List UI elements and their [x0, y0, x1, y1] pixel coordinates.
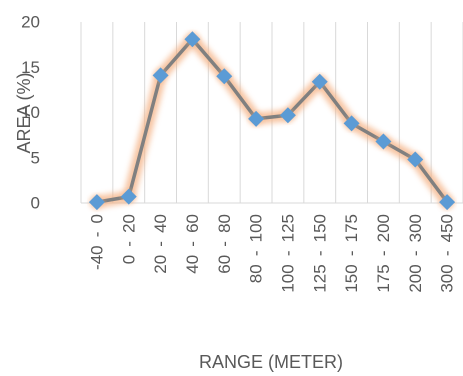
- x-tick-label: 60 - 80: [215, 214, 234, 274]
- data-point: [439, 194, 456, 211]
- x-tick-label: 80 - 100: [247, 214, 266, 283]
- data-point: [120, 188, 137, 205]
- gridlines: [80, 22, 463, 203]
- data-point: [88, 194, 105, 211]
- data-point: [216, 68, 233, 85]
- y-tick-label: 10: [21, 103, 40, 122]
- data-point: [279, 107, 296, 124]
- x-tick-label: 150 - 175: [342, 214, 361, 293]
- x-tick-label: 175 - 200: [374, 214, 393, 293]
- y-tick-label: 15: [21, 58, 40, 77]
- y-tick-labels: 0 5 10 15 20: [21, 13, 40, 213]
- data-point: [343, 115, 360, 132]
- y-tick-label: 20: [21, 13, 40, 32]
- x-axis-title: RANGE (METER): [199, 352, 343, 372]
- data-point: [152, 67, 169, 84]
- data-point: [375, 133, 392, 150]
- x-tick-label: 0 - 20: [119, 214, 138, 264]
- data-point: [248, 110, 265, 127]
- y-tick-label: 0: [31, 194, 40, 213]
- x-tick-label: -40 - 0: [87, 214, 106, 270]
- series-area-percent: [88, 31, 456, 211]
- x-tick-label: 300 - 450: [438, 214, 457, 293]
- data-point: [184, 31, 201, 48]
- y-tick-label: 5: [31, 148, 40, 167]
- series-line: [95, 37, 449, 204]
- data-point: [311, 73, 328, 90]
- x-tick-label: 200 - 300: [406, 214, 425, 293]
- x-tick-label: 20 - 40: [151, 214, 170, 274]
- x-tick-labels: -40 - 0 0 - 20 20 - 40 40 - 60 60 - 80 80 - 1…: [87, 214, 456, 293]
- x-tick-label: 125 - 150: [310, 214, 329, 293]
- data-point: [407, 151, 424, 168]
- y-axis-title: AREA (%): [14, 72, 34, 153]
- x-tick-label: 100 - 125: [278, 214, 297, 293]
- x-tick-label: 40 - 60: [183, 214, 202, 274]
